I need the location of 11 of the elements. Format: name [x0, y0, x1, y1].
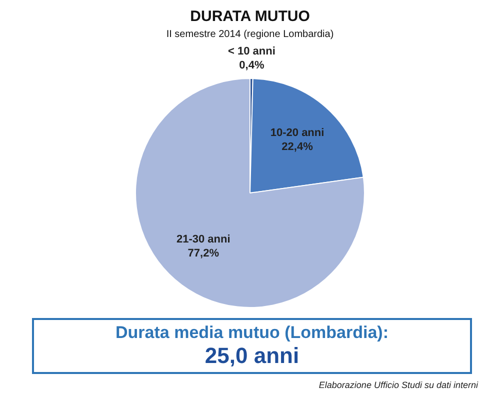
text: Elaborazione Ufficio Studi su dati interni: [318, 380, 478, 390]
data-label: 22,4%: [282, 141, 314, 154]
text: Durata media mutuo (Lombardia):: [114, 323, 390, 343]
text: 25,0 anni: [204, 343, 300, 369]
data-label: 77,2%: [188, 248, 220, 260]
slice-label: 10-20 anni: [270, 127, 324, 140]
chart-title: DURATA MUTUO: [190, 8, 310, 26]
slice-label: 21-30 anni: [176, 234, 230, 246]
chart-subtitle: II semestre 2014 (regione Lombardia): [166, 28, 334, 40]
data-label: 0,4%: [239, 60, 264, 72]
slice-label: < 10 anni: [228, 46, 276, 58]
